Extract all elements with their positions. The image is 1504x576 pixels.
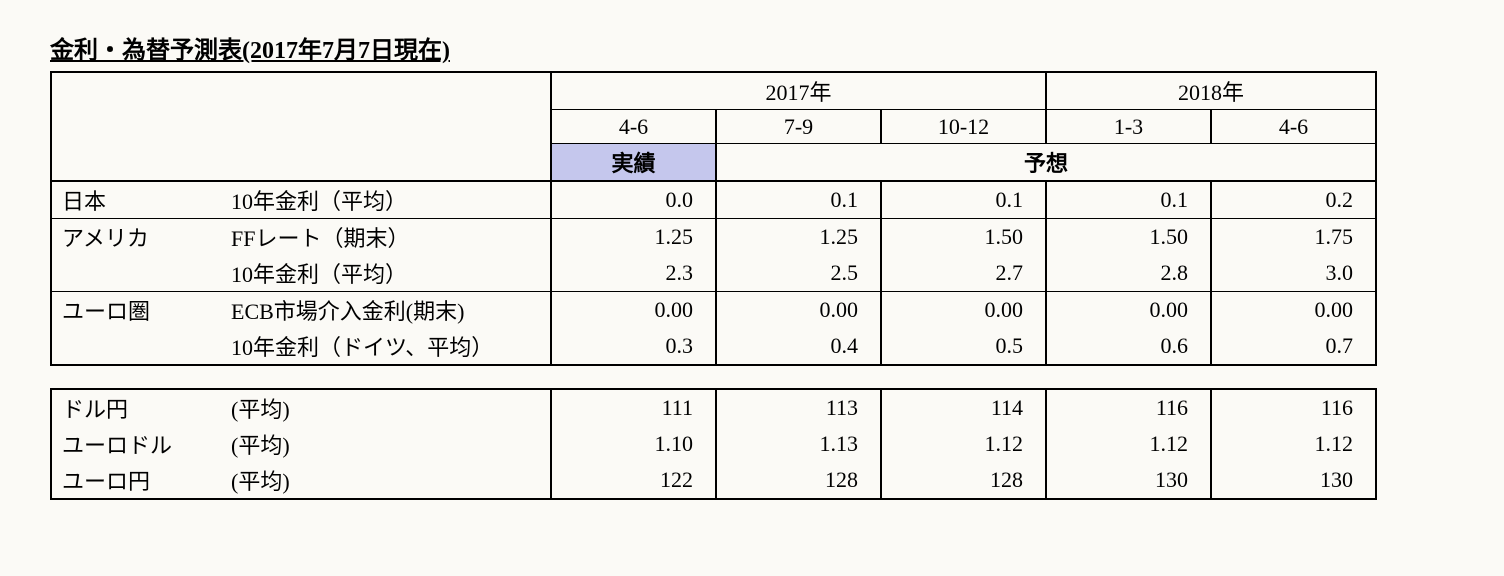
value-cell: 1.50 (1046, 219, 1211, 256)
table-row: ドル円 (平均) 111 113 114 116 116 (51, 389, 1376, 426)
value-cell: 2.5 (716, 255, 881, 292)
quarter-cell: 4-6 (551, 110, 716, 144)
value-cell: 1.25 (716, 219, 881, 256)
quarter-cell: 4-6 (1211, 110, 1376, 144)
value-cell: 116 (1046, 389, 1211, 426)
value-cell: 114 (881, 389, 1046, 426)
value-cell: 1.25 (551, 219, 716, 256)
value-cell: 128 (716, 462, 881, 499)
indicator-label: 10年金利（平均） (221, 181, 551, 219)
value-cell: 3.0 (1211, 255, 1376, 292)
header-row-quarters: 4-6 7-9 10-12 1-3 4-6 (51, 110, 1376, 144)
value-cell: 2.8 (1046, 255, 1211, 292)
value-cell: 116 (1211, 389, 1376, 426)
year-2017: 2017年 (551, 72, 1046, 110)
value-cell: 1.13 (716, 426, 881, 462)
value-cell: 0.0 (551, 181, 716, 219)
value-cell: 1.12 (881, 426, 1046, 462)
quarter-cell: 7-9 (716, 110, 881, 144)
table-row: ユーロドル (平均) 1.10 1.13 1.12 1.12 1.12 (51, 426, 1376, 462)
indicator-label: (平均) (221, 389, 551, 426)
region-japan: 日本 (51, 181, 221, 219)
value-cell: 130 (1211, 462, 1376, 499)
header-row-years: 2017年 2018年 (51, 72, 1376, 110)
forecast-table: 2017年 2018年 4-6 7-9 10-12 1-3 4-6 実績 予想 … (50, 71, 1377, 500)
fx-eurusd: ユーロドル (51, 426, 221, 462)
spacer-row (51, 365, 1376, 389)
indicator-label: (平均) (221, 462, 551, 499)
value-cell: 2.3 (551, 255, 716, 292)
value-cell: 0.4 (716, 328, 881, 365)
value-cell: 1.12 (1046, 426, 1211, 462)
value-cell: 0.7 (1211, 328, 1376, 365)
value-cell: 0.3 (551, 328, 716, 365)
forecast-header: 予想 (716, 144, 1376, 182)
value-cell: 0.00 (1211, 292, 1376, 329)
value-cell: 1.50 (881, 219, 1046, 256)
indicator-label: 10年金利（平均） (221, 255, 551, 292)
table-title: 金利・為替予測表(2017年7月7日現在) (50, 30, 1454, 65)
value-cell: 0.5 (881, 328, 1046, 365)
value-cell: 1.10 (551, 426, 716, 462)
value-cell: 128 (881, 462, 1046, 499)
table-row: ユーロ圏 ECB市場介入金利(期末) 0.00 0.00 0.00 0.00 0… (51, 292, 1376, 329)
value-cell: 0.1 (1046, 181, 1211, 219)
value-cell: 2.7 (881, 255, 1046, 292)
value-cell: 0.1 (881, 181, 1046, 219)
value-cell: 122 (551, 462, 716, 499)
value-cell: 1.12 (1211, 426, 1376, 462)
region-eurozone: ユーロ圏 (51, 292, 221, 329)
value-cell: 111 (551, 389, 716, 426)
year-2018: 2018年 (1046, 72, 1376, 110)
value-cell: 0.1 (716, 181, 881, 219)
value-cell: 0.00 (881, 292, 1046, 329)
actual-header: 実績 (551, 144, 716, 182)
value-cell: 0.00 (551, 292, 716, 329)
indicator-label: 10年金利（ドイツ、平均） (221, 328, 551, 365)
table-row: 日本 10年金利（平均） 0.0 0.1 0.1 0.1 0.2 (51, 181, 1376, 219)
table-row: ユーロ円 (平均) 122 128 128 130 130 (51, 462, 1376, 499)
indicator-label: ECB市場介入金利(期末) (221, 292, 551, 329)
quarter-cell: 10-12 (881, 110, 1046, 144)
value-cell: 0.2 (1211, 181, 1376, 219)
indicator-label: (平均) (221, 426, 551, 462)
table-row: 10年金利（平均） 2.3 2.5 2.7 2.8 3.0 (51, 255, 1376, 292)
region-america: アメリカ (51, 219, 221, 256)
value-cell: 113 (716, 389, 881, 426)
table-row: 10年金利（ドイツ、平均） 0.3 0.4 0.5 0.6 0.7 (51, 328, 1376, 365)
fx-eurjpy: ユーロ円 (51, 462, 221, 499)
value-cell: 0.00 (716, 292, 881, 329)
value-cell: 0.00 (1046, 292, 1211, 329)
value-cell: 0.6 (1046, 328, 1211, 365)
indicator-label: FFレート（期末） (221, 219, 551, 256)
value-cell: 1.75 (1211, 219, 1376, 256)
header-row-actual-forecast: 実績 予想 (51, 144, 1376, 182)
table-row: アメリカ FFレート（期末） 1.25 1.25 1.50 1.50 1.75 (51, 219, 1376, 256)
quarter-cell: 1-3 (1046, 110, 1211, 144)
value-cell: 130 (1046, 462, 1211, 499)
fx-usdjpy: ドル円 (51, 389, 221, 426)
